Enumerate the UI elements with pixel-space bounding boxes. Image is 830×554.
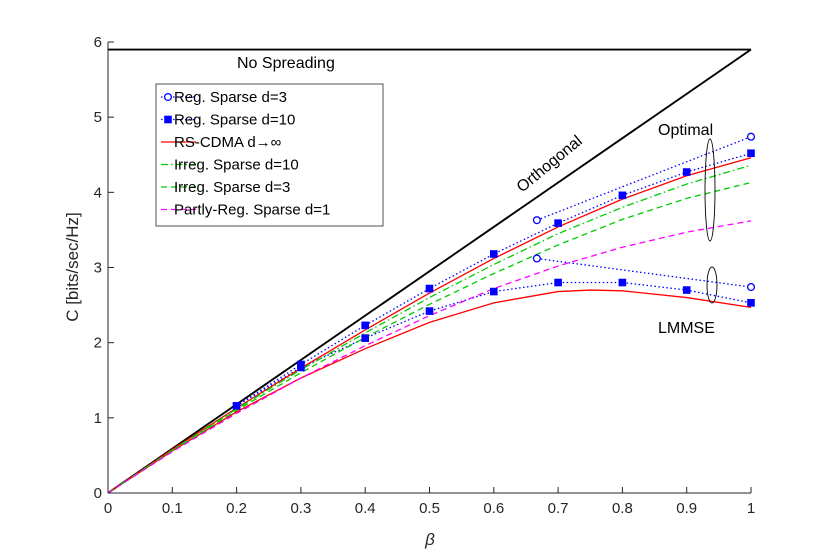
lmmse-ellipse bbox=[706, 266, 718, 304]
x-tick-label: 0.7 bbox=[548, 500, 569, 517]
y-tick-label: 0 bbox=[94, 485, 102, 502]
x-tick-label: 0.1 bbox=[162, 500, 183, 517]
x-tick-label: 1 bbox=[747, 500, 755, 517]
legend-label: Irreg. Sparse d=3 bbox=[174, 179, 290, 196]
x-tick-label: 0.9 bbox=[676, 500, 697, 517]
legend: Reg. Sparse d=3 Reg. Sparse d=10 RS-CDMA d… bbox=[155, 83, 384, 227]
no-spreading-label: No Spreading bbox=[237, 55, 335, 72]
series-line-orthogonal bbox=[107, 48, 752, 494]
y-axis-title: C [bits/sec/Hz] bbox=[63, 212, 82, 322]
x-tick-label: 0.2 bbox=[226, 500, 247, 517]
y-tick-label: 4 bbox=[94, 184, 102, 201]
data-point-reg-sparse-d-10-lmmse bbox=[682, 286, 691, 294]
data-point-reg-sparse-d-10-lmmse bbox=[489, 287, 498, 296]
y-tick-label: 3 bbox=[94, 260, 102, 277]
legend-marker bbox=[164, 115, 172, 124]
legend-items: Reg. Sparse d=3 Reg. Sparse d=10 RS-CDMA d… bbox=[161, 89, 330, 219]
y-tick-label: 6 bbox=[94, 34, 102, 51]
data-point-reg-sparse-d-10-optimal bbox=[618, 191, 627, 200]
data-point-reg-sparse-d-10-optimal bbox=[361, 321, 369, 330]
data-point-reg-sparse-d-10-optimal bbox=[747, 149, 755, 158]
x-tick-label: 0.6 bbox=[483, 500, 504, 517]
optimal-ellipse bbox=[704, 138, 716, 242]
series-line-rs-cdma-d-optimal bbox=[107, 157, 752, 494]
series-line-irreg-sparse-d-10 bbox=[107, 164, 752, 494]
legend-box bbox=[155, 83, 384, 227]
legend-marker bbox=[163, 92, 173, 102]
series-line-partly-reg-sparse-d-1 bbox=[107, 220, 752, 494]
y-tick-label: 1 bbox=[94, 410, 102, 427]
x-axis-title: β bbox=[424, 530, 435, 549]
legend-label: RS-CDMA d→∞ bbox=[174, 134, 282, 151]
x-tick-label: 0.3 bbox=[290, 500, 311, 517]
legend-label: Reg. Sparse d=3 bbox=[174, 89, 287, 106]
data-point-reg-sparse-d-10-lmmse bbox=[297, 363, 305, 372]
ellipse-annotations bbox=[704, 138, 718, 304]
legend-label: Irreg. Sparse d=10 bbox=[174, 157, 299, 174]
x-tick-label: 0.4 bbox=[355, 500, 376, 517]
data-point-reg-sparse-d-10-optimal bbox=[489, 250, 498, 258]
legend-label: Reg. Sparse d=10 bbox=[174, 112, 295, 129]
data-point-reg-sparse-d-10-optimal bbox=[554, 219, 562, 227]
data-point-reg-sparse-d-10-lmmse bbox=[232, 402, 241, 410]
series-line-irreg-sparse-d-3 bbox=[107, 181, 752, 494]
data-point-reg-sparse-d-3-optimal bbox=[532, 216, 541, 225]
data-point-reg-sparse-d-3-lmmse bbox=[746, 282, 756, 292]
y-tick-label: 5 bbox=[94, 109, 102, 126]
legend-label: Partly-Reg. Sparse d=1 bbox=[174, 202, 330, 219]
lmmse-label: LMMSE bbox=[658, 320, 715, 337]
markers-layer bbox=[232, 132, 756, 410]
data-point-reg-sparse-d-10-lmmse bbox=[747, 299, 755, 307]
x-tick-label: 0.5 bbox=[419, 500, 440, 517]
ticks-layer: 0 0.1 0.2 0.3 0.4 0.5 0.6 0.7 0.8 0.9 1 0 1 2 3 4 5 6 bbox=[94, 34, 756, 517]
data-point-reg-sparse-d-10-optimal bbox=[682, 168, 691, 176]
x-tick-label: 0 bbox=[104, 500, 112, 517]
optimal-label: Optimal bbox=[658, 122, 713, 139]
data-point-reg-sparse-d-10-lmmse bbox=[618, 278, 627, 287]
data-point-reg-sparse-d-3-optimal bbox=[746, 132, 756, 141]
data-point-reg-sparse-d-10-lmmse bbox=[554, 278, 562, 287]
series-line-rs-cdma-d-lmmse bbox=[107, 289, 752, 494]
data-point-reg-sparse-d-3-lmmse bbox=[532, 254, 541, 263]
x-tick-label: 0.8 bbox=[612, 500, 633, 517]
curves-layer bbox=[107, 48, 752, 494]
data-point-reg-sparse-d-10-lmmse bbox=[425, 307, 434, 315]
data-point-reg-sparse-d-10-optimal bbox=[425, 284, 434, 293]
series-line-reg-sparse-d-3-lmmse bbox=[536, 257, 752, 288]
y-tick-label: 2 bbox=[94, 335, 102, 352]
data-point-reg-sparse-d-10-lmmse bbox=[361, 334, 369, 342]
